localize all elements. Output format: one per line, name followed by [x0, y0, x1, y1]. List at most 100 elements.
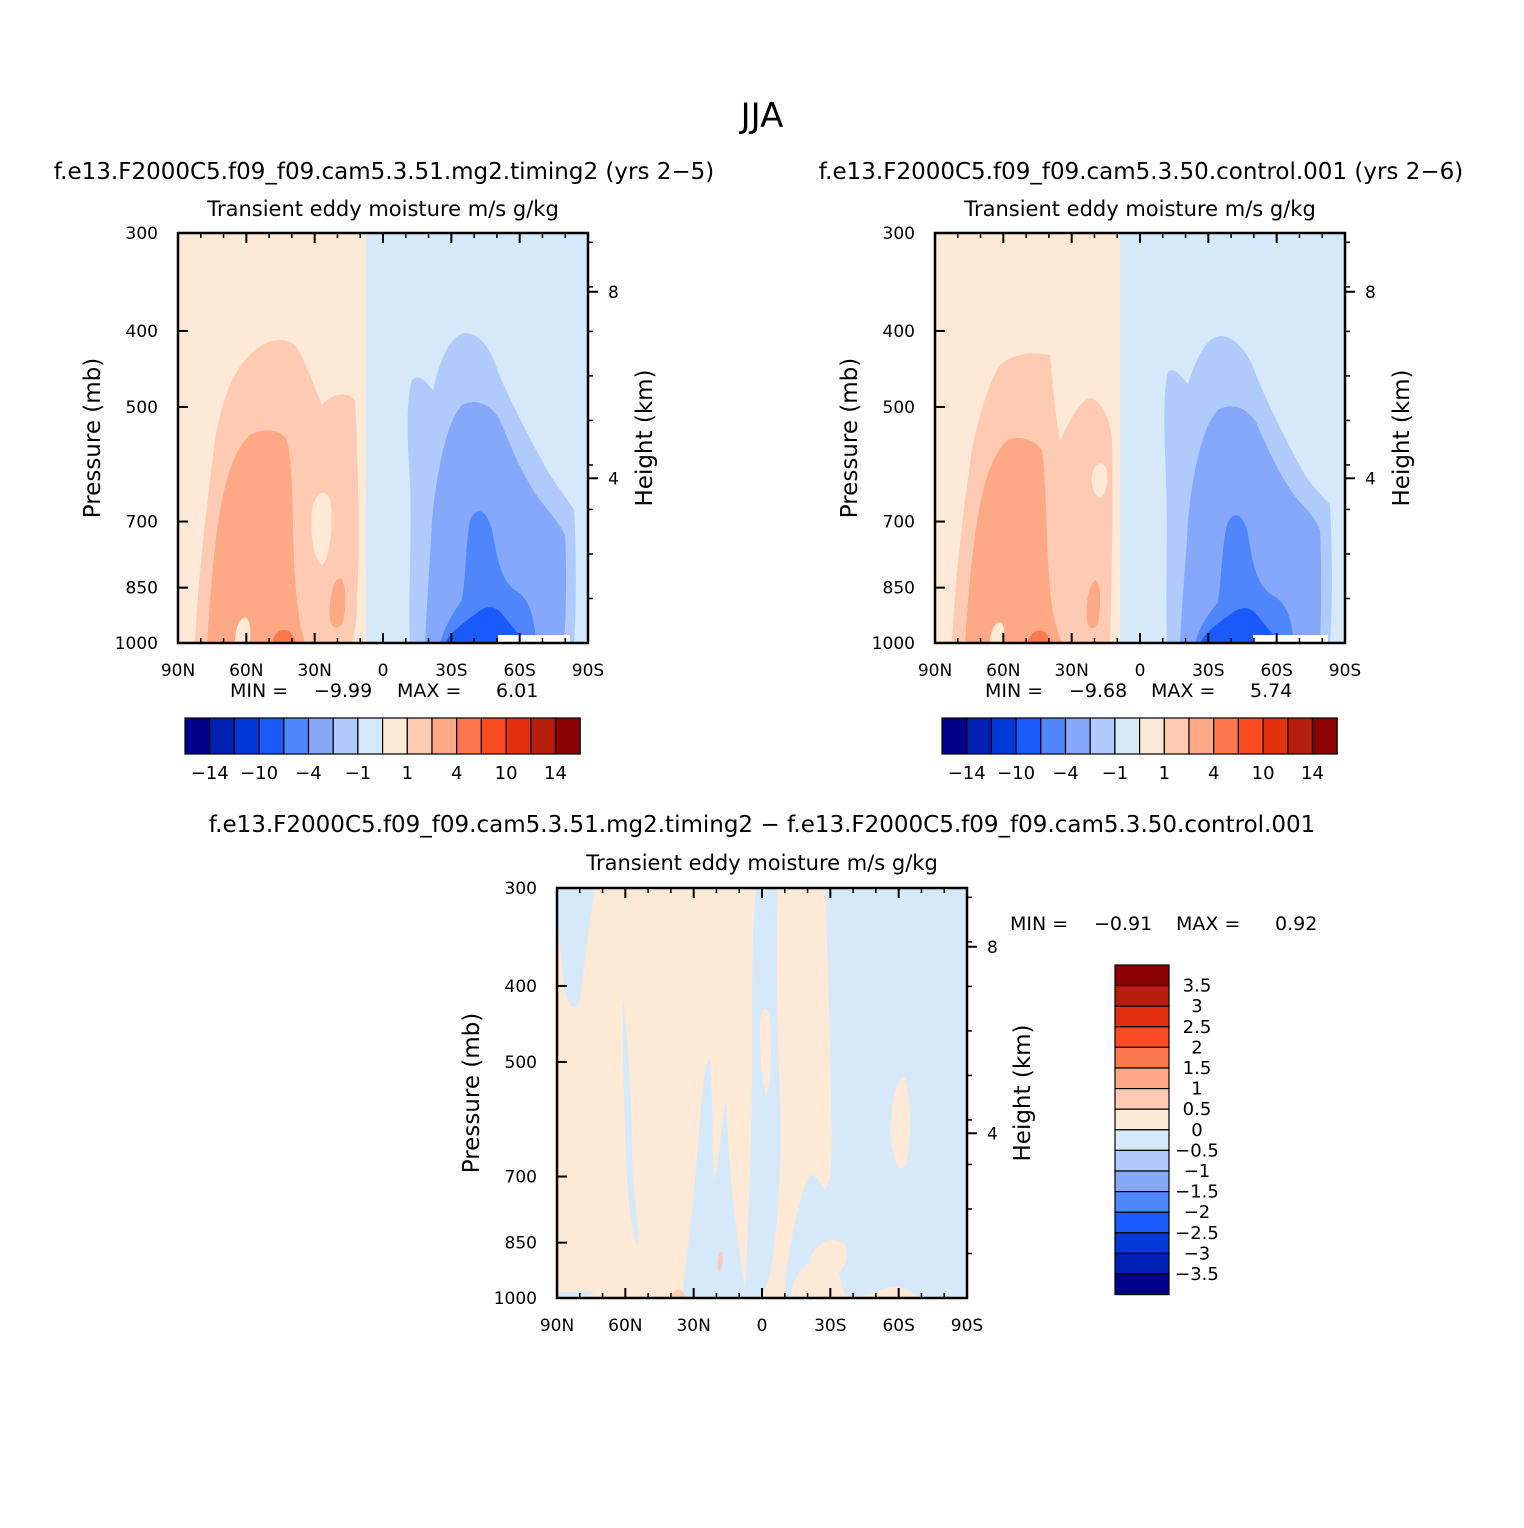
panel-1-subtitle: Transient eddy moisture m/s g/kg [206, 197, 559, 221]
panel-3-ticks: 90N 60N 30N 0 30S 60S 90S 300 400 500 700 850 1000 8 4 [494, 879, 998, 1336]
panel-3-fill-p1-island [890, 1077, 911, 1169]
colorbar-label: 1 [402, 763, 413, 784]
y-tick-label: 700 [126, 513, 158, 533]
x-tick-label: 30N [297, 661, 331, 681]
colorbar-label: 1 [1191, 1079, 1202, 1100]
colorbar-swatch [307, 717, 334, 755]
colorbar-label: −10 [997, 763, 1035, 784]
panel-1-fill-n3 [425, 401, 567, 643]
y-tick-label: 500 [883, 398, 915, 418]
x-tick-label: 30N [1054, 661, 1088, 681]
x-tick-label: 60N [986, 661, 1020, 681]
colorbar-label: 2 [1191, 1037, 1202, 1058]
y-tick-label: 1000 [872, 634, 915, 654]
colorbar-swatch [258, 717, 285, 755]
panel-3-colorbar: 3.532.521.510.50−0.5−1−1.5−2−2.5−3−3.5 [1114, 964, 1219, 1296]
panel-1-fill-missing [498, 635, 570, 643]
x-tick-label: 30S [435, 661, 467, 681]
y-tick-label: 700 [883, 513, 915, 533]
panel-2-fill-n4 [1195, 515, 1294, 643]
panel-3-fill-n1-west [557, 888, 595, 1008]
y-tick-label: 300 [505, 879, 537, 899]
colorbar-swatch [1114, 964, 1170, 987]
panel-1-title: f.e13.F2000C5.f09_f09.cam5.3.51.mg2.timi… [54, 159, 715, 185]
panel-3-ylabel: Pressure (mb) [459, 1013, 485, 1173]
x-tick-label: 60N [608, 1316, 642, 1336]
y2-tick-label: 8 [1365, 283, 1376, 303]
colorbar-swatch [332, 717, 359, 755]
colorbar-swatch [1089, 717, 1116, 755]
colorbar-swatch [1311, 717, 1338, 755]
panel-2-title: f.e13.F2000C5.f09_f09.cam5.3.50.control.… [819, 159, 1463, 185]
colorbar-swatch [1040, 717, 1067, 755]
colorbar-swatch [431, 717, 458, 755]
colorbar-label: −1 [345, 763, 372, 784]
colorbar-swatch [456, 717, 483, 755]
x-tick-label: 60S [503, 661, 535, 681]
colorbar-swatch [505, 717, 532, 755]
y-tick-label: 700 [505, 1168, 537, 1188]
panel-1-colorbar: −14 −10 −4 −1 1 4 10 14 [184, 717, 581, 784]
x-tick-label: 30S [814, 1316, 846, 1336]
panel-1-fill-n5 [445, 607, 525, 643]
panel-3-min-value: −0.91 [1094, 913, 1152, 935]
y-tick-label: 400 [505, 977, 537, 997]
panel-3-title: f.e13.F2000C5.f09_f09.cam5.3.51.mg2.timi… [209, 812, 1316, 838]
colorbar-swatch [1114, 1273, 1170, 1296]
y-tick-label: 500 [126, 398, 158, 418]
panel-2-min-label: MIN = [985, 680, 1043, 702]
panel-1-fill-p3 [207, 430, 305, 643]
colorbar-swatch [357, 717, 384, 755]
figure-title: JJA [739, 96, 784, 136]
colorbar-label: −3.5 [1175, 1264, 1219, 1285]
colorbar-label: −1 [1184, 1161, 1211, 1182]
colorbar-swatch [1114, 1005, 1170, 1028]
colorbar-swatch [1287, 717, 1314, 755]
colorbar-label: 2.5 [1183, 1017, 1212, 1038]
colorbar-swatch [1114, 1149, 1170, 1172]
panel-2-fill-p3 [965, 438, 1062, 643]
colorbar-swatch [1114, 1211, 1170, 1234]
panel-1-max-label: MAX = [397, 680, 461, 702]
colorbar-swatch [530, 717, 557, 755]
colorbar-label: −10 [240, 763, 278, 784]
panel-3-fill-n1-strip2 [557, 1292, 595, 1298]
y-tick-label: 1000 [115, 634, 158, 654]
y-tick-label: 400 [126, 322, 158, 342]
colorbar-swatch [184, 717, 211, 755]
colorbar-label: 4 [451, 763, 462, 784]
panel-2-fill-p4 [1028, 630, 1050, 643]
colorbar-label: 4 [1208, 763, 1219, 784]
colorbar-swatch [1114, 1046, 1170, 1069]
colorbar-label: 0 [1191, 1120, 1202, 1141]
panel-2-ticks: 90N 60N 30N 0 30S 60S 90S 300 400 500 700 850 1000 8 4 [872, 224, 1376, 681]
colorbar-swatch [1114, 1108, 1170, 1131]
y-tick-label: 300 [883, 224, 915, 244]
colorbar-swatch [480, 717, 507, 755]
y2-tick-label: 8 [987, 938, 998, 958]
colorbar-swatch [1114, 1087, 1170, 1110]
y2-tick-label: 4 [608, 469, 619, 489]
panel-1-fill-p4 [272, 630, 296, 643]
colorbar-label: 3.5 [1183, 976, 1212, 997]
colorbar-label: 14 [1301, 763, 1324, 784]
x-tick-label: 0 [1135, 661, 1146, 681]
y-tick-label: 850 [505, 1234, 537, 1254]
panel-3: f.e13.F2000C5.f09_f09.cam5.3.51.mg2.timi… [209, 812, 1318, 1336]
colorbar-label: 1 [1159, 763, 1170, 784]
y-tick-label: 300 [126, 224, 158, 244]
panel-2-fill-p1-hole [990, 622, 1005, 643]
colorbar-swatch [941, 717, 968, 755]
colorbar-swatch [1114, 1170, 1170, 1193]
colorbar-swatch [233, 717, 260, 755]
panel-3-fill-p2-blob [717, 1251, 723, 1272]
colorbar-label: −0.5 [1175, 1140, 1219, 1161]
colorbar-swatch [554, 717, 581, 755]
colorbar-swatch [1114, 1252, 1170, 1275]
x-tick-label: 60N [229, 661, 263, 681]
colorbar-label: −3 [1184, 1243, 1211, 1264]
colorbar-swatch [1163, 717, 1190, 755]
colorbar-swatch [966, 717, 993, 755]
panel-3-fill-p1-island2 [810, 1239, 847, 1276]
x-tick-label: 90N [540, 1316, 574, 1336]
